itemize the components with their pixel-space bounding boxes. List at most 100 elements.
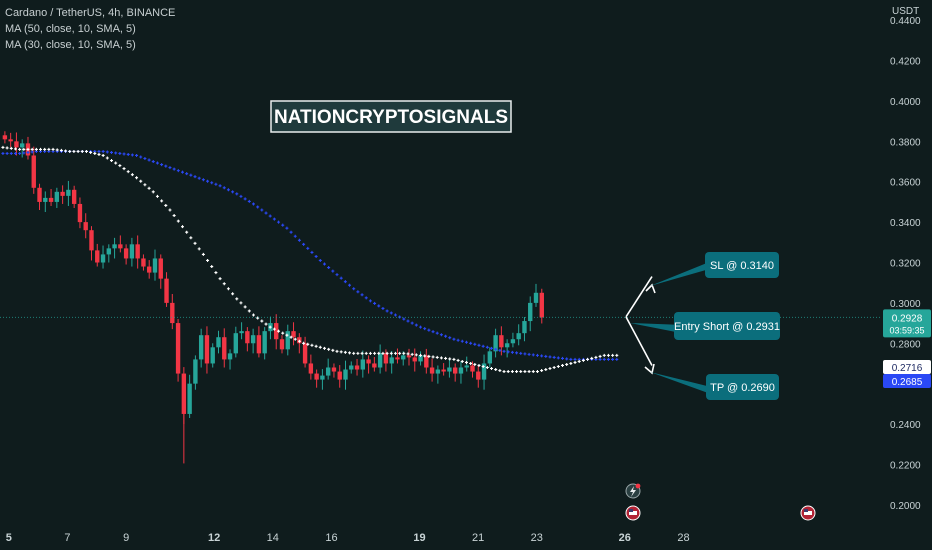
- ma-marker: [201, 178, 205, 182]
- ma-marker: [189, 236, 193, 240]
- last-price-bg: [883, 309, 931, 338]
- ma-marker: [469, 361, 473, 365]
- ma-marker: [84, 149, 88, 153]
- candle-body: [429, 367, 435, 374]
- y-tick-label: 0.2400: [890, 420, 921, 431]
- ma-marker: [318, 258, 322, 262]
- ma-marker: [268, 325, 272, 329]
- x-tick-label: 26: [619, 532, 631, 544]
- ma-marker: [59, 148, 63, 152]
- ma-marker: [494, 347, 498, 351]
- candle-body: [141, 258, 146, 267]
- candle-body: [504, 343, 510, 348]
- ma-marker: [356, 290, 360, 294]
- ma-marker: [393, 313, 397, 317]
- ma-marker: [456, 358, 460, 362]
- candle-body: [204, 335, 210, 364]
- ma-marker: [339, 350, 343, 354]
- tp-arrowhead: [644, 363, 655, 375]
- flag-stripe: [804, 511, 812, 515]
- y-tick-label: 0.4200: [890, 57, 921, 68]
- watermark-text: NATIONCRYPTOSIGNALS: [274, 107, 508, 128]
- candle-body: [285, 331, 290, 350]
- ma-marker: [611, 357, 615, 361]
- ma-marker: [393, 351, 397, 355]
- ma-marker: [515, 370, 519, 374]
- us-flag-icon: [625, 505, 641, 521]
- annotation-callout: TP @ 0.2690: [650, 372, 779, 400]
- ma-marker: [477, 343, 481, 347]
- candle-body: [528, 302, 533, 322]
- ma-marker: [581, 358, 585, 362]
- candle-body: [193, 359, 198, 384]
- flag-stripe: [629, 511, 637, 515]
- callout-pointer: [650, 372, 706, 393]
- ma-marker: [569, 361, 573, 365]
- ma-marker: [364, 296, 368, 300]
- ma-marker: [373, 301, 377, 305]
- y-tick-label: 0.3800: [890, 137, 921, 148]
- ma-marker: [139, 155, 143, 159]
- ma-marker: [101, 149, 105, 153]
- ma-marker: [477, 363, 481, 367]
- ma-marker: [260, 319, 264, 323]
- ma-marker: [406, 319, 410, 323]
- ma-marker: [565, 362, 569, 366]
- ma-marker: [473, 342, 477, 346]
- x-tick-label: 28: [677, 532, 689, 544]
- ma-marker: [352, 287, 356, 291]
- ma-marker: [293, 337, 297, 341]
- y-tick-label: 0.2000: [890, 501, 921, 512]
- ma-marker: [5, 146, 9, 150]
- callout-box: [705, 252, 779, 278]
- ma-marker: [89, 150, 93, 154]
- ma-marker: [185, 230, 189, 234]
- ma-marker: [318, 345, 322, 349]
- candle-body: [522, 321, 527, 334]
- candle-body: [100, 254, 106, 263]
- ma-marker: [306, 246, 310, 250]
- sl-arrowhead: [645, 283, 656, 294]
- us-flag-icon: [800, 505, 816, 521]
- ma-marker: [377, 304, 381, 308]
- ma-marker: [26, 150, 30, 154]
- ma-marker: [268, 214, 272, 218]
- ma-marker: [448, 336, 452, 340]
- ma-marker: [235, 192, 239, 196]
- lightning-icon: [625, 483, 641, 499]
- annotation-callout: Entry Short @ 0.2931: [630, 312, 780, 340]
- ma-marker: [239, 194, 243, 198]
- watermark: NATIONCRYPTOSIGNALS: [270, 100, 512, 133]
- ma-marker: [611, 353, 615, 357]
- ma-marker: [473, 362, 477, 366]
- candle-body: [343, 369, 348, 380]
- ma-marker: [218, 277, 222, 281]
- candle-body: [337, 371, 342, 380]
- ma-marker: [498, 369, 502, 373]
- candle-body: [245, 331, 250, 344]
- ma-marker: [110, 150, 114, 154]
- ma-marker: [118, 164, 122, 168]
- ma-marker: [114, 161, 118, 165]
- candle-body: [487, 351, 493, 364]
- ma-marker: [105, 150, 109, 154]
- ma-marker: [1, 151, 5, 155]
- candle-body: [383, 353, 389, 364]
- ma-marker: [135, 176, 139, 180]
- ma-marker: [452, 357, 456, 361]
- last-price-value: 0.2928: [892, 313, 923, 324]
- ma-marker: [385, 309, 389, 313]
- chart-title[interactable]: Cardano / TetherUS, 4h, BINANCE: [5, 7, 176, 19]
- ma-marker: [385, 351, 389, 355]
- indicator-ma30-label[interactable]: MA (30, close, 10, SMA, 5): [5, 39, 136, 51]
- ma30-line: [1, 145, 619, 374]
- indicator-ma50-label[interactable]: MA (50, close, 10, SMA, 5): [5, 23, 136, 35]
- ma-marker: [423, 354, 427, 358]
- ma-marker: [535, 370, 539, 374]
- candle-body: [510, 339, 516, 344]
- candle-body: [372, 363, 377, 368]
- ma-marker: [590, 356, 594, 360]
- ma-marker: [147, 186, 151, 190]
- ma-marker: [494, 368, 498, 372]
